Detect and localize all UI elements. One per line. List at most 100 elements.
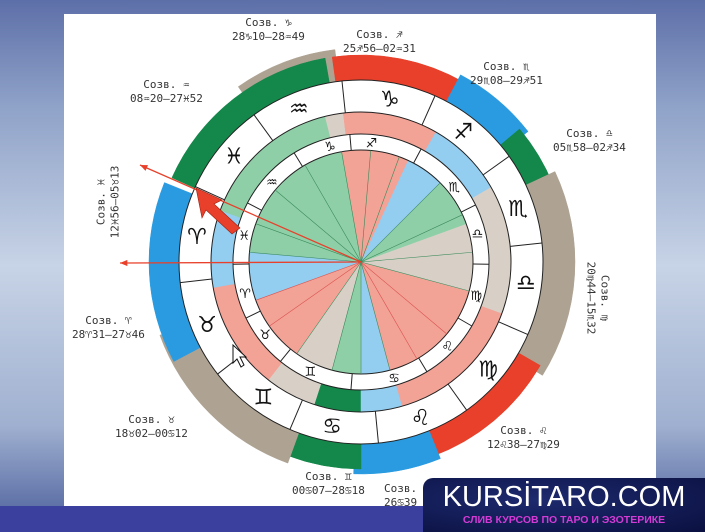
pie-radial-line <box>360 182 441 263</box>
label-range: 28♈31–27♉46 <box>72 328 145 341</box>
pie-radial-line <box>304 164 362 263</box>
zodiac-glyph-outer: ♏ <box>508 197 528 222</box>
label-taurus: Созв. ♉ 18♉02–00♋12 <box>115 413 188 441</box>
watermark-title: KURSİTARO.COM <box>442 481 686 513</box>
label-title: Созв. ♈ <box>85 314 132 327</box>
pie-radial-line <box>360 214 463 263</box>
zodiac-glyph-outer: ♍ <box>478 358 498 383</box>
mouse-cursor-icon <box>232 343 248 368</box>
pie-radial-line <box>360 150 372 263</box>
label-range: 08♒20–27♓52 <box>130 92 203 105</box>
label-aries: Созв. ♈ 28♈31–27♉46 <box>72 314 145 342</box>
label-title: Созв. ♉ <box>128 413 175 426</box>
sign-divider <box>421 95 436 126</box>
sign-divider <box>247 202 262 211</box>
pie-radial-line <box>296 261 362 354</box>
sign-divider <box>498 321 529 336</box>
pie-radial-line <box>269 261 362 327</box>
zodiac-glyph-outer: ♒ <box>289 97 309 122</box>
zodiac-glyph-inner: ♈ <box>239 287 251 302</box>
pie-radial-line <box>341 151 362 263</box>
zodiac-glyph-inner: ♓ <box>238 229 250 244</box>
sign-divider <box>510 242 543 247</box>
zodiac-glyph-outer: ♌ <box>411 406 431 431</box>
label-libra: Созв. ♎ 05♏58–02♐34 <box>553 127 626 155</box>
zodiac-glyph-inner: ♌ <box>441 339 453 354</box>
label-title: Созв. ♍ <box>598 274 612 322</box>
label-range: 18♉02–00♋12 <box>115 427 188 440</box>
label-range: 29♏08–29♐51 <box>470 74 543 87</box>
equinox-arrow-upper <box>139 164 362 263</box>
zodiac-glyph-inner: ♐ <box>366 136 378 151</box>
label-aquarius: Созв. ♒ 08♒20–27♓52 <box>130 78 203 106</box>
equinox-arrow-upper-head <box>140 165 148 171</box>
label-range: 00♋07–28♋18 <box>292 484 365 497</box>
zodiac-glyph-inner: ♒ <box>266 176 278 191</box>
label-title: Созв. ♒ <box>143 78 190 91</box>
label-cancer: Созв. 26♋39 <box>384 482 417 510</box>
sign-divider <box>457 317 473 327</box>
label-leo: Созв. ♌ 12♌38–27♍29 <box>487 424 560 452</box>
pie-radial-line <box>249 251 362 263</box>
big-red-arrow-icon <box>195 187 241 235</box>
label-title: Созв. ♐ <box>356 28 403 41</box>
sign-divider <box>253 114 274 141</box>
label-title: Созв. <box>384 482 418 495</box>
label-gemini: Созв. ♊ 00♋07–28♋18 <box>292 470 365 498</box>
zodiac-glyph-inner: ♑ <box>324 140 336 155</box>
label-range: 12♌38–27♍29 <box>487 438 560 451</box>
sign-divider <box>293 152 303 167</box>
equinox-arrow-lower <box>119 261 362 264</box>
sign-divider <box>418 357 428 372</box>
zodiac-glyph-inner: ♉ <box>259 328 271 343</box>
zodiac-glyph-inner: ♋ <box>388 371 400 386</box>
pie-radial-line <box>255 223 362 263</box>
sign-divider <box>374 411 379 444</box>
zodiac-glyph-outer: ♑ <box>380 88 400 113</box>
label-virgo: Созв. ♍ 20♍44–15♏32 <box>583 262 611 335</box>
pie-radial-line <box>331 261 362 371</box>
label-range: 28♑10–28♒49 <box>232 30 305 43</box>
pie-radial-line <box>360 156 400 263</box>
label-range: 26♋39 <box>384 496 418 509</box>
label-title: Созв. ♏ <box>483 60 530 73</box>
equinox-arrow-lower-head <box>120 259 128 267</box>
zodiac-glyph-outer: ♋ <box>322 414 342 439</box>
label-range: 05♏58–02♐34 <box>553 141 626 154</box>
zodiac-glyph-outer: ♈ <box>187 225 207 250</box>
label-range: 12♓56–05♉13 <box>108 165 122 239</box>
sign-divider <box>349 134 352 151</box>
zodiac-glyph-inner: ♏ <box>448 180 460 195</box>
zodiac-glyph-inner: ♊ <box>304 365 316 380</box>
label-title: Созв. ♓ <box>94 178 108 226</box>
sign-divider <box>180 278 213 284</box>
pie-radial-line <box>360 261 447 335</box>
sign-divider <box>461 204 476 213</box>
zodiac-glyph-outer: ♎ <box>516 271 536 296</box>
sign-divider <box>482 155 510 176</box>
sign-divider <box>195 186 225 201</box>
watermark-subtitle: СЛИВ КУРСОВ ПО ТАРО И ЭЗОТЕРИКЕ <box>462 514 666 526</box>
label-pisces: Созв. ♓ 12♓56–05♉13 <box>94 166 122 239</box>
sign-divider <box>341 80 346 113</box>
label-title: Созв. ♎ <box>566 127 613 140</box>
zodiac-glyph-inner: ♎ <box>472 227 484 242</box>
label-capricorn: Созв. ♑ 28♑10–28♒49 <box>232 16 305 44</box>
sign-divider <box>447 383 468 411</box>
pie-radial-line <box>360 261 391 371</box>
zodiac-glyph-outer: ♉ <box>197 313 217 338</box>
sign-divider <box>245 310 261 319</box>
watermark-banner: KURSİTARO.COM СЛИВ КУРСОВ ПО ТАРО И ЭЗОТ… <box>423 478 705 532</box>
label-sagittarius: Созв. ♐ 25♐56–02♒31 <box>343 28 416 56</box>
label-title: Созв. ♊ <box>305 470 352 483</box>
label-title: Созв. ♌ <box>500 424 547 437</box>
label-scorpio: Созв. ♏ 29♏08–29♐51 <box>470 60 543 88</box>
pie-radial-line <box>255 261 362 301</box>
zodiac-glyph-inner: ♍ <box>471 289 483 304</box>
label-title: Созв. ♑ <box>245 16 292 29</box>
label-range: 20♍44–15♏32 <box>584 261 598 335</box>
sign-divider <box>280 348 291 362</box>
pie-radial-line <box>360 251 473 263</box>
sign-divider <box>350 373 353 390</box>
